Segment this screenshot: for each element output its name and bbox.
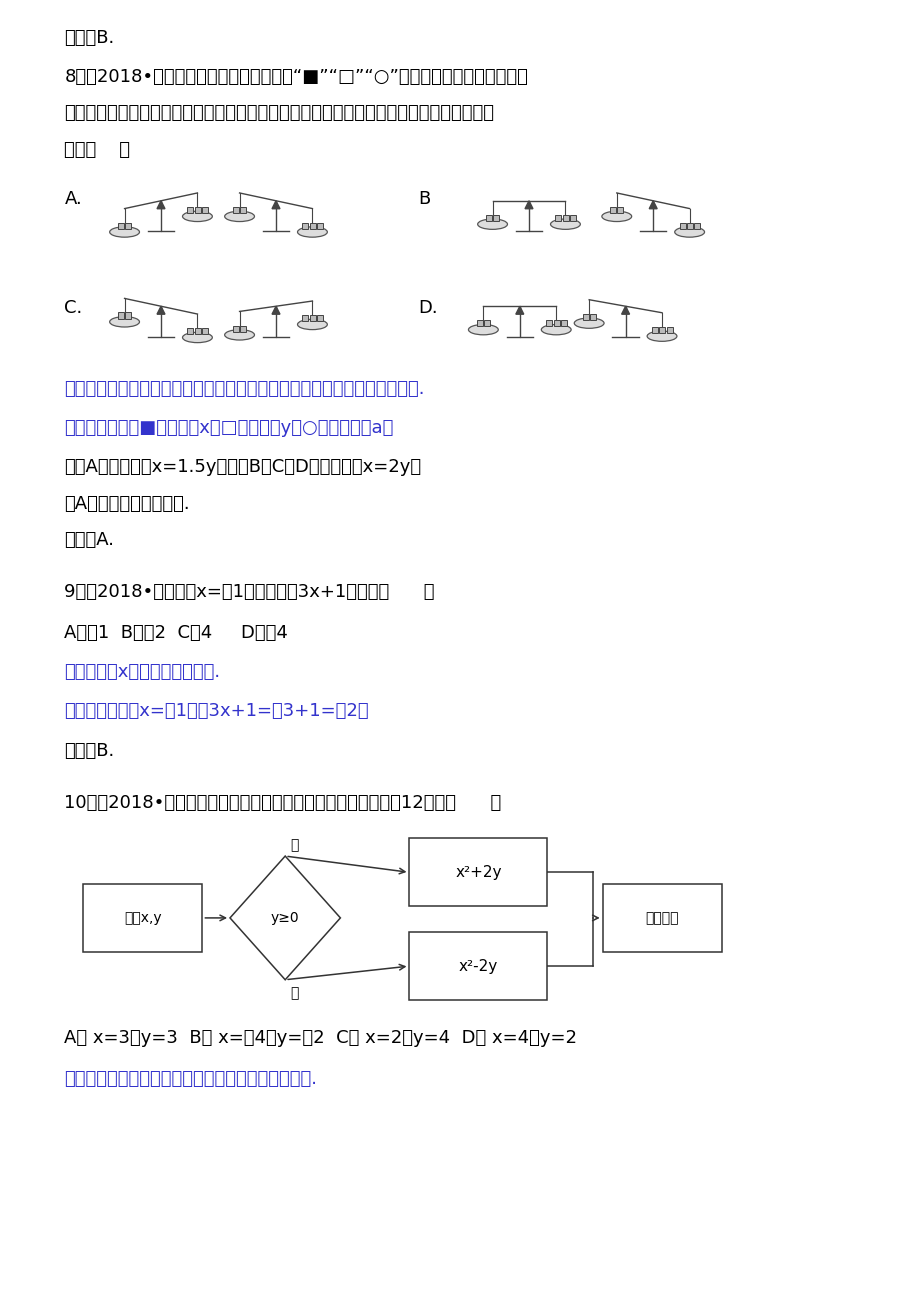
- Polygon shape: [230, 857, 340, 979]
- FancyBboxPatch shape: [202, 328, 208, 335]
- FancyBboxPatch shape: [546, 320, 551, 327]
- Ellipse shape: [182, 211, 212, 221]
- Text: A.: A.: [64, 190, 82, 208]
- Text: 【分析】根据运算程序，结合输出结果确定的值即可.: 【分析】根据运算程序，结合输出结果确定的值即可.: [64, 1070, 317, 1088]
- Text: B: B: [418, 190, 430, 208]
- Ellipse shape: [550, 219, 580, 229]
- FancyBboxPatch shape: [686, 223, 692, 229]
- FancyBboxPatch shape: [409, 838, 547, 906]
- FancyBboxPatch shape: [240, 207, 246, 214]
- FancyBboxPatch shape: [483, 320, 490, 327]
- Text: 否: 否: [289, 987, 298, 1000]
- FancyBboxPatch shape: [602, 884, 721, 952]
- FancyBboxPatch shape: [317, 223, 323, 229]
- FancyBboxPatch shape: [589, 314, 596, 320]
- Polygon shape: [525, 201, 532, 208]
- Ellipse shape: [224, 329, 255, 340]
- Polygon shape: [621, 306, 629, 314]
- Polygon shape: [157, 201, 165, 208]
- Text: 【解答】解：设■的质量为x，□的质量为y，○的质量为：a，: 【解答】解：设■的质量为x，□的质量为y，○的质量为：a，: [64, 419, 393, 437]
- Text: 故选：B.: 故选：B.: [64, 29, 115, 47]
- Polygon shape: [516, 306, 523, 314]
- FancyBboxPatch shape: [233, 207, 239, 214]
- FancyBboxPatch shape: [195, 207, 200, 214]
- FancyBboxPatch shape: [561, 320, 566, 327]
- FancyBboxPatch shape: [476, 320, 482, 327]
- FancyBboxPatch shape: [187, 207, 193, 214]
- FancyBboxPatch shape: [609, 207, 616, 214]
- FancyBboxPatch shape: [493, 215, 499, 221]
- FancyBboxPatch shape: [553, 320, 559, 327]
- FancyBboxPatch shape: [118, 312, 124, 319]
- Text: x²+2y: x²+2y: [455, 865, 501, 880]
- Text: 都相等，现左右手中同样的盘子上都放着不同个数的物体，只有一组左右质量不相等，则该: 都相等，现左右手中同样的盘子上都放着不同个数的物体，只有一组左右质量不相等，则该: [64, 104, 494, 122]
- Text: 9．（2018•贵阳）当x=－1时，代数式3x+1的值是（      ）: 9．（2018•贵阳）当x=－1时，代数式3x+1的值是（ ）: [64, 583, 435, 602]
- FancyBboxPatch shape: [195, 328, 200, 335]
- FancyBboxPatch shape: [409, 932, 547, 1000]
- Ellipse shape: [674, 227, 704, 237]
- Ellipse shape: [477, 219, 507, 229]
- Text: A． x=3，y=3  B． x=－4，y=－2  C． x=2，y=4  D． x=4，y=2: A． x=3，y=3 B． x=－4，y=－2 C． x=2，y=4 D． x=…: [64, 1029, 577, 1047]
- FancyBboxPatch shape: [118, 223, 124, 229]
- Text: 是: 是: [289, 838, 298, 853]
- Text: 组是（    ）: 组是（ ）: [64, 141, 130, 159]
- Ellipse shape: [297, 319, 327, 329]
- Ellipse shape: [601, 211, 631, 221]
- FancyBboxPatch shape: [202, 207, 208, 214]
- FancyBboxPatch shape: [187, 328, 193, 335]
- Text: 8．（2018•河北）有三种不同质量的物体“■”“□”“○”，其中，同一种物体的质量: 8．（2018•河北）有三种不同质量的物体“■”“□”“○”，其中，同一种物体的…: [64, 68, 528, 86]
- Text: x²-2y: x²-2y: [459, 958, 497, 974]
- Ellipse shape: [646, 331, 676, 341]
- FancyBboxPatch shape: [233, 326, 239, 332]
- FancyBboxPatch shape: [617, 207, 623, 214]
- FancyBboxPatch shape: [582, 314, 588, 320]
- Ellipse shape: [109, 316, 140, 327]
- Ellipse shape: [109, 227, 140, 237]
- Text: 【分析】把x的值代入解答即可.: 【分析】把x的值代入解答即可.: [64, 663, 221, 681]
- FancyBboxPatch shape: [694, 223, 699, 229]
- FancyBboxPatch shape: [679, 223, 685, 229]
- FancyBboxPatch shape: [125, 312, 131, 319]
- Ellipse shape: [224, 211, 255, 221]
- Ellipse shape: [540, 324, 571, 335]
- Text: 输入x,y: 输入x,y: [124, 911, 161, 924]
- FancyBboxPatch shape: [125, 223, 131, 229]
- FancyBboxPatch shape: [310, 223, 315, 229]
- Text: y≥0: y≥0: [270, 911, 300, 924]
- Text: 故选：A.: 故选：A.: [64, 531, 114, 549]
- Text: 输出结果: 输出结果: [645, 911, 678, 924]
- FancyBboxPatch shape: [666, 327, 672, 333]
- Polygon shape: [649, 201, 656, 208]
- Polygon shape: [272, 201, 279, 208]
- Text: 10．（2018•重庆）按如图所示的运算程序，能使输出的结果为12的是（      ）: 10．（2018•重庆）按如图所示的运算程序，能使输出的结果为12的是（ ）: [64, 794, 501, 812]
- FancyBboxPatch shape: [310, 315, 315, 322]
- FancyBboxPatch shape: [562, 215, 568, 221]
- FancyBboxPatch shape: [659, 327, 664, 333]
- FancyBboxPatch shape: [302, 223, 308, 229]
- Polygon shape: [157, 306, 165, 314]
- Ellipse shape: [297, 227, 327, 237]
- FancyBboxPatch shape: [317, 315, 323, 322]
- FancyBboxPatch shape: [555, 215, 561, 221]
- FancyBboxPatch shape: [302, 315, 308, 322]
- Text: 故A选项错误，符合题意.: 故A选项错误，符合题意.: [64, 495, 190, 513]
- Ellipse shape: [573, 318, 604, 328]
- Polygon shape: [272, 306, 279, 314]
- Text: D.: D.: [418, 299, 437, 318]
- Text: C.: C.: [64, 299, 83, 318]
- FancyBboxPatch shape: [652, 327, 657, 333]
- Text: A．－1  B．－2  C．4     D．－4: A．－1 B．－2 C．4 D．－4: [64, 624, 288, 642]
- FancyBboxPatch shape: [570, 215, 575, 221]
- Text: 假讽A正确，则，x=1.5y，此时B、C、D选项中都是x=2y，: 假讽A正确，则，x=1.5y，此时B、C、D选项中都是x=2y，: [64, 458, 421, 477]
- Ellipse shape: [182, 332, 212, 342]
- FancyBboxPatch shape: [240, 326, 246, 332]
- FancyBboxPatch shape: [485, 215, 492, 221]
- Text: 故选：B.: 故选：B.: [64, 742, 115, 760]
- Text: 【分析】直接利用已知盘子上的物体得出物体之间的重量关系进而得出答案.: 【分析】直接利用已知盘子上的物体得出物体之间的重量关系进而得出答案.: [64, 380, 425, 398]
- Text: 【解答】解：把x=－1代入3x+1=－3+1=－2，: 【解答】解：把x=－1代入3x+1=－3+1=－2，: [64, 702, 369, 720]
- Ellipse shape: [468, 324, 498, 335]
- FancyBboxPatch shape: [83, 884, 202, 952]
